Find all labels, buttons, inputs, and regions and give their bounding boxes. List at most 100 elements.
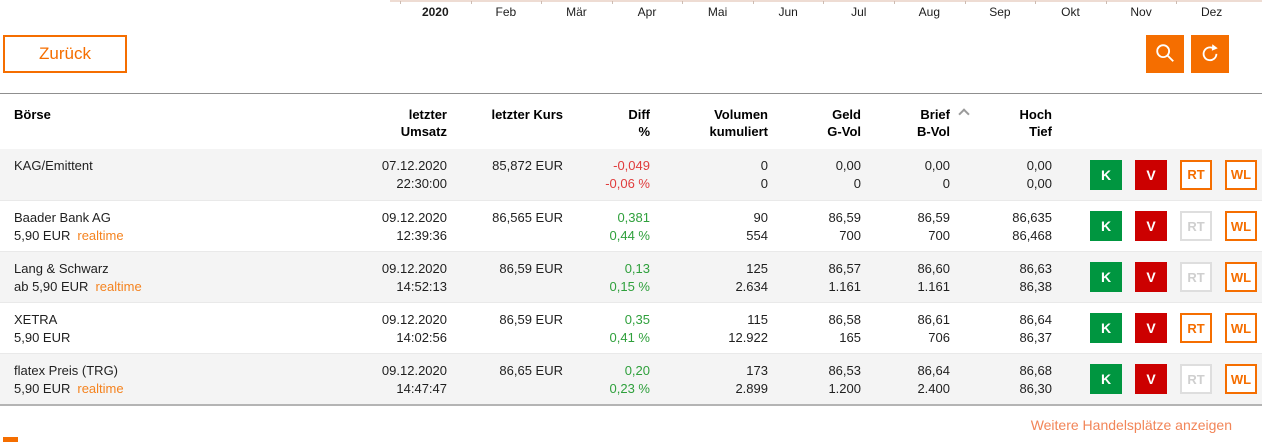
exchanges-table: Börse letzter Umsatz letzter Kurs Diff %… xyxy=(0,93,1262,404)
ask-cell: 86,59 700 xyxy=(917,210,950,243)
refresh-button[interactable] xyxy=(1191,35,1229,73)
table-row: flatex Preis (TRG) 5,90 EUR realtime 09.1… xyxy=(0,353,1262,404)
buy-button[interactable]: K xyxy=(1090,211,1122,241)
realtime-button[interactable]: RT xyxy=(1180,159,1212,190)
last-trade-cell: 09.12.2020 12:39:36 xyxy=(381,210,447,243)
exchange-name: KAG/Emittent xyxy=(14,158,93,173)
axis-label-month: Mär xyxy=(541,1,612,19)
diff-cell: 0,381 0,44 % xyxy=(609,210,650,243)
axis-label-month: Aug xyxy=(894,1,965,19)
exchange-name: Baader Bank AG xyxy=(14,210,111,225)
bid-cell: 86,57 1.161 xyxy=(828,261,861,294)
volume-cell: 115 12.922 xyxy=(728,312,768,345)
fee-label: 5,90 EUR xyxy=(14,228,71,243)
search-icon xyxy=(1154,42,1176,67)
ask-cell: 86,61 706 xyxy=(917,312,950,345)
column-header-brief[interactable]: Brief B-Vol xyxy=(861,94,970,149)
high-low-cell: 86,635 86,468 xyxy=(1012,210,1052,243)
realtime-button-disabled: RT xyxy=(1180,211,1212,241)
sell-button[interactable]: V xyxy=(1135,313,1167,343)
table-row: Lang & Schwarz ab 5,90 EUR realtime 09.12… xyxy=(0,251,1262,302)
exchange-name: Lang & Schwarz xyxy=(14,261,109,276)
last-price-cell: 86,565 EUR xyxy=(492,210,563,225)
realtime-button[interactable]: RT xyxy=(1180,313,1212,343)
bid-cell: 86,53 1.200 xyxy=(828,363,861,396)
search-button[interactable] xyxy=(1146,35,1184,73)
realtime-button-disabled: RT xyxy=(1180,262,1212,292)
sell-button[interactable]: V xyxy=(1135,364,1167,394)
exchange-name: flatex Preis (TRG) xyxy=(14,363,119,378)
diff-cell: 0,20 0,23 % xyxy=(609,363,650,396)
last-price-cell: 86,59 EUR xyxy=(499,261,563,276)
buy-button[interactable]: K xyxy=(1090,262,1122,292)
diff-cell: -0,049 -0,06 % xyxy=(605,158,650,191)
axis-label-month: Feb xyxy=(470,1,542,19)
high-low-cell: 86,63 86,38 xyxy=(1019,261,1052,294)
last-trade-cell: 09.12.2020 14:02:56 xyxy=(381,312,447,345)
fee-label: 5,90 EUR xyxy=(14,330,71,345)
volume-cell: 90 554 xyxy=(746,210,768,243)
watchlist-button[interactable]: WL xyxy=(1225,159,1257,190)
axis-label-month: Nov xyxy=(1105,1,1177,19)
fee-label: ab 5,90 EUR xyxy=(14,279,89,294)
watchlist-button[interactable]: WL xyxy=(1225,313,1257,343)
column-header-diff[interactable]: Diff % xyxy=(628,107,650,139)
last-price-cell: 85,872 EUR xyxy=(492,158,563,173)
column-header-boerse[interactable]: Börse xyxy=(14,107,51,122)
volume-cell: 173 2.899 xyxy=(735,363,768,396)
buy-button[interactable]: K xyxy=(1090,364,1122,394)
bottom-divider xyxy=(0,404,1262,406)
ask-cell: 86,60 1.161 xyxy=(917,261,950,294)
watchlist-button[interactable]: WL xyxy=(1225,211,1257,241)
diff-cell: 0,35 0,41 % xyxy=(609,312,650,345)
sell-button[interactable]: V xyxy=(1135,262,1167,292)
sell-button[interactable]: V xyxy=(1135,211,1167,241)
exchange-name: XETRA xyxy=(14,312,58,327)
cut-off-element xyxy=(3,437,18,442)
chart-month-axis: 2020 Feb Mär Apr Mai Jun Jul Aug Sep Okt… xyxy=(400,1,1247,19)
watchlist-button[interactable]: WL xyxy=(1225,262,1257,292)
table-row: KAG/Emittent 07.12.2020 22:30:00 85,872 E… xyxy=(0,149,1262,200)
last-trade-cell: 09.12.2020 14:52:13 xyxy=(381,261,447,294)
axis-label-month: Jul xyxy=(823,1,894,19)
top-bar: 2020 Feb Mär Apr Mai Jun Jul Aug Sep Okt… xyxy=(0,0,1262,93)
buy-button[interactable]: K xyxy=(1090,159,1122,190)
column-header-geld[interactable]: Geld G-Vol xyxy=(827,107,861,139)
table-row: XETRA 5,90 EUR 09.12.2020 14:02:56 86,59 … xyxy=(0,302,1262,353)
ask-cell: 86,64 2.400 xyxy=(917,363,950,396)
realtime-label: realtime xyxy=(77,228,124,243)
axis-label-month: Okt xyxy=(1035,1,1106,19)
column-header-letzter-kurs[interactable]: letzter Kurs xyxy=(491,107,563,122)
chart-axis-line xyxy=(390,0,1262,2)
realtime-button-disabled: RT xyxy=(1180,364,1212,394)
axis-label-month: Jun xyxy=(752,1,824,19)
back-button[interactable]: Zurück xyxy=(3,35,127,73)
buy-button[interactable]: K xyxy=(1090,313,1122,343)
watchlist-button[interactable]: WL xyxy=(1225,364,1257,394)
realtime-label: realtime xyxy=(95,279,142,294)
sell-button[interactable]: V xyxy=(1135,159,1167,190)
last-price-cell: 86,59 EUR xyxy=(499,312,563,327)
last-trade-cell: 07.12.2020 22:30:00 xyxy=(381,158,447,191)
high-low-cell: 86,64 86,37 xyxy=(1019,312,1052,345)
bid-cell: 0,00 0 xyxy=(835,158,861,191)
diff-cell: 0,13 0,15 % xyxy=(609,261,650,294)
axis-label-month: Dez xyxy=(1176,1,1247,19)
column-header-volumen[interactable]: Volumen kumuliert xyxy=(709,107,768,139)
column-header-letzter-umsatz[interactable]: letzter Umsatz xyxy=(400,107,447,139)
axis-label-month: Sep xyxy=(964,1,1036,19)
column-header-hoch-tief[interactable]: Hoch Tief xyxy=(1019,107,1053,139)
high-low-cell: 86,68 86,30 xyxy=(1019,363,1052,396)
refresh-icon xyxy=(1199,42,1221,67)
bid-cell: 86,59 700 xyxy=(828,210,861,243)
table-header-row: Börse letzter Umsatz letzter Kurs Diff %… xyxy=(0,94,1262,149)
table-row: Baader Bank AG 5,90 EUR realtime 09.12.20… xyxy=(0,200,1262,251)
high-low-cell: 0,00 0,00 xyxy=(1026,158,1052,191)
ask-cell: 0,00 0 xyxy=(924,158,950,191)
more-exchanges-link[interactable]: Weitere Handelsplätze anzeigen xyxy=(1030,417,1232,433)
realtime-label: realtime xyxy=(77,381,124,396)
axis-label-month: Apr xyxy=(611,1,683,19)
bid-cell: 86,58 165 xyxy=(828,312,861,345)
axis-label-year: 2020 xyxy=(400,1,471,19)
